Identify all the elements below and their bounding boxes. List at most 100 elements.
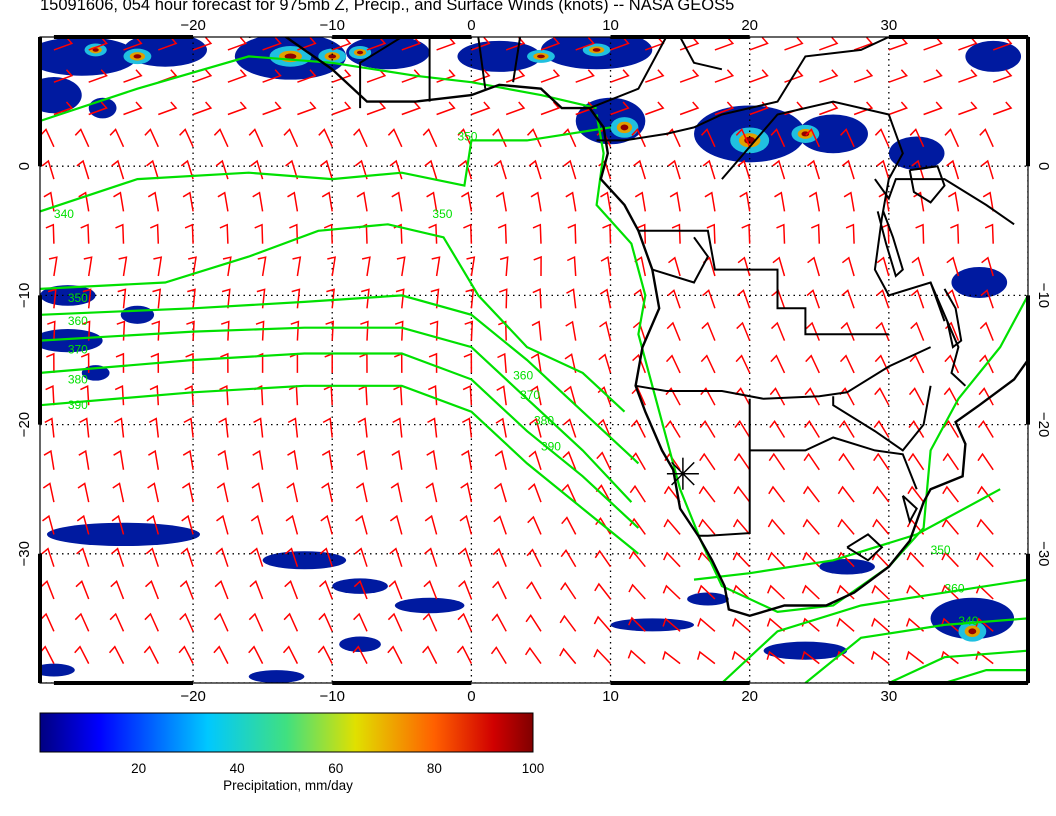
wind-barb — [255, 320, 265, 341]
wind-barb — [976, 518, 994, 535]
country-border — [832, 385, 932, 452]
height-contour — [40, 352, 640, 529]
wind-barb — [981, 256, 994, 277]
wind-barb — [802, 518, 820, 535]
wind-barb — [941, 551, 959, 568]
wind-barb — [567, 223, 577, 244]
wind-barb — [182, 191, 194, 212]
wind-barb — [980, 159, 994, 180]
wind-barb — [559, 647, 577, 665]
colorbar-tick-label: 60 — [328, 761, 343, 776]
height-contour — [40, 326, 633, 503]
wind-barb — [768, 452, 786, 471]
wind-barb — [77, 482, 90, 503]
wind-barb — [283, 128, 299, 148]
country-border — [638, 229, 889, 336]
coastline — [248, 37, 1028, 618]
lon-tick-label-top: 10 — [602, 17, 619, 34]
wind-barb — [769, 419, 786, 438]
wind-barb — [733, 452, 751, 471]
wind-barb — [874, 128, 890, 148]
wind-barb — [871, 617, 890, 632]
wind-barb — [668, 256, 681, 277]
wind-barb — [910, 321, 925, 341]
wind-barb — [563, 385, 577, 406]
wind-barb — [331, 69, 352, 83]
wind-barb — [291, 288, 301, 309]
lon-tick-label-top: −20 — [180, 17, 205, 34]
wind-barb — [495, 417, 507, 438]
wind-barb — [430, 288, 440, 309]
wind-barb — [696, 650, 716, 665]
wind-barb — [841, 159, 855, 180]
wind-barb — [319, 547, 333, 567]
wind-barb — [629, 517, 646, 535]
country-border — [589, 37, 668, 110]
wind-barb — [838, 419, 855, 438]
wind-barb — [456, 645, 473, 664]
wind-barb — [352, 645, 368, 664]
wind-barb — [319, 159, 333, 180]
wind-barb — [978, 387, 994, 406]
wind-barb — [766, 617, 785, 632]
wind-barb — [287, 417, 299, 438]
lon-tick-label-bottom: 20 — [741, 688, 758, 705]
wind-barb — [179, 580, 194, 600]
wind-barb — [908, 387, 925, 406]
wind-barb — [353, 612, 368, 632]
wind-barb — [318, 128, 333, 148]
wind-barb — [250, 547, 264, 567]
lon-tick-label-bottom: 0 — [467, 688, 475, 705]
wind-barb — [702, 159, 716, 180]
wind-barb — [984, 223, 994, 244]
precip-area — [120, 305, 155, 324]
wind-barb — [289, 223, 299, 244]
wind-barb — [905, 650, 925, 665]
wind-barb — [436, 37, 456, 51]
wind-barb — [598, 353, 612, 374]
wind-barb — [436, 101, 456, 116]
precip-extreme — [620, 124, 629, 131]
wind-barb — [875, 321, 890, 341]
wind-barb — [151, 320, 161, 341]
wind-barb — [732, 518, 751, 535]
wind-barb — [47, 288, 57, 309]
wind-barb — [637, 223, 647, 244]
colorbar — [39, 712, 534, 753]
lat-tick-label-left: −10 — [16, 283, 33, 308]
wind-barb — [805, 354, 820, 374]
wind-barb — [457, 612, 473, 632]
wind-barb — [610, 101, 630, 116]
wind-barb — [529, 417, 542, 438]
contour-label: 370 — [520, 388, 540, 402]
wind-barb — [184, 385, 194, 406]
wind-barb — [819, 37, 839, 51]
wind-barb — [431, 256, 441, 277]
precip-area — [339, 636, 381, 652]
wind-barb — [808, 191, 821, 212]
wind-barb — [662, 617, 681, 632]
wind-barb — [392, 417, 403, 438]
wind-barb — [610, 37, 630, 51]
marker-stroke — [671, 461, 695, 486]
wind-barb — [214, 580, 229, 600]
wind-barb — [909, 128, 925, 148]
wind-barb — [76, 159, 90, 180]
wind-barb — [977, 452, 994, 471]
wind-barb — [143, 645, 159, 664]
wind-barb — [706, 223, 716, 244]
wind-barb — [113, 191, 125, 212]
wind-barb — [911, 256, 925, 277]
country-border — [652, 236, 710, 284]
wind-barb — [358, 385, 368, 406]
wind-barb — [216, 482, 229, 503]
wind-barb — [663, 485, 681, 503]
wind-barb — [802, 485, 820, 503]
wind-barb — [494, 450, 507, 470]
wind-barb — [910, 289, 925, 309]
lake-outline — [943, 288, 963, 349]
wind-barb — [566, 255, 577, 277]
wind-barb — [772, 159, 786, 180]
wind-barb — [803, 452, 820, 471]
